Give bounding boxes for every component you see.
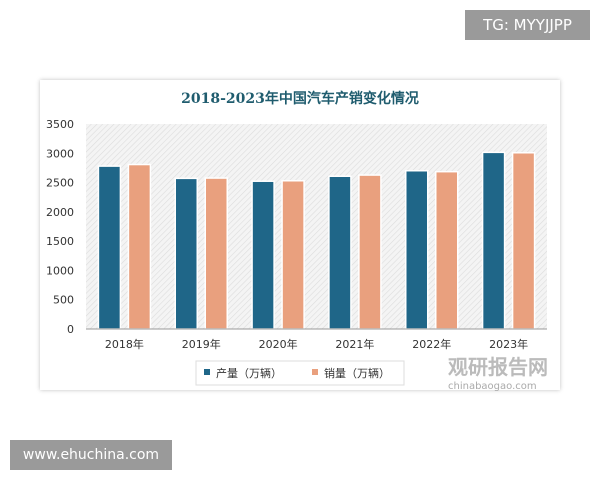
y-tick-label: 2000 [46,206,74,219]
legend-swatch-sales [312,369,318,375]
x-tick-label: 2018年 [105,337,144,351]
bar-production [97,165,122,330]
bar-sales [281,180,305,330]
x-tick-label: 2019年 [182,337,221,351]
bar-production [405,169,429,330]
bar-production [251,180,275,330]
watermark-cn: 观研报告网 [448,355,548,379]
bar-sales [358,174,382,330]
legend-label-sales: 销量（万辆） [324,366,390,380]
site-label: www.ehuchina.com [10,440,172,470]
y-tick-label: 1500 [46,235,74,248]
bar-sales [435,170,459,330]
y-tick-label: 500 [53,294,74,307]
bar-sales [511,152,536,330]
x-tick-label: 2022年 [412,337,451,351]
bar-production [174,177,198,330]
y-tick-label: 3500 [46,118,74,131]
y-tick-label: 1000 [46,264,74,277]
watermark-en: chinabaogao.com [448,381,537,392]
x-tick-label: 2023年 [489,337,528,351]
bar-sales [204,177,228,330]
plot-area [86,124,547,329]
y-tick-label: 3000 [46,147,74,160]
bar-sales [127,163,152,330]
legend [195,360,405,386]
bar-production [328,175,352,330]
bar-production [481,151,506,330]
chart-title: 2018-2023年中国汽车产销变化情况 [181,90,419,107]
y-tick-label: 2500 [46,177,74,190]
legend-swatch-production [204,369,210,375]
tg-label: TG: MYYJJPP [465,10,590,40]
legend-label-production: 产量（万辆） [216,366,282,380]
y-tick-label: 0 [67,323,74,336]
x-tick-label: 2020年 [259,337,298,351]
x-tick-label: 2021年 [335,337,374,351]
